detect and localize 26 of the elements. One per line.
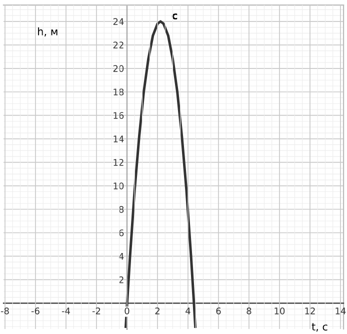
y-tick-label: 18 [114, 88, 124, 96]
x-tick-label: -2 [92, 307, 100, 314]
y-tick-label: 8 [119, 206, 124, 213]
x-tick-label: 0 [124, 307, 130, 314]
y-tick-label: 10 [114, 182, 124, 190]
y-axis-title: h, м [38, 27, 58, 36]
x-axis-title: t, с [312, 323, 328, 332]
x-tick-label: -6 [31, 307, 40, 314]
x-tick-label: 2 [155, 307, 160, 314]
x-tick-label: 8 [246, 307, 252, 314]
x-tick-label: -4 [62, 308, 70, 314]
y-tick-label: 6 [119, 229, 124, 236]
x-tick-label: 6 [216, 307, 221, 314]
x-tick-label: 12 [305, 307, 315, 314]
y-tick-label: 24 [113, 18, 124, 25]
x-tick-label: -8 [0, 307, 9, 314]
x-tick-label: 10 [274, 307, 285, 314]
y-tick-label: 14 [114, 136, 124, 142]
x-tick-label: 14 [336, 308, 346, 314]
y-tick-label: 20 [113, 65, 124, 72]
y-tick-label: 16 [114, 112, 124, 119]
y-tick-label: 22 [113, 42, 124, 48]
y-tick-label: 4 [118, 253, 124, 260]
x-tick-label: 4 [186, 308, 190, 314]
y-tick-label: 2 [119, 276, 124, 284]
y-tick-label: 12 [114, 159, 124, 166]
